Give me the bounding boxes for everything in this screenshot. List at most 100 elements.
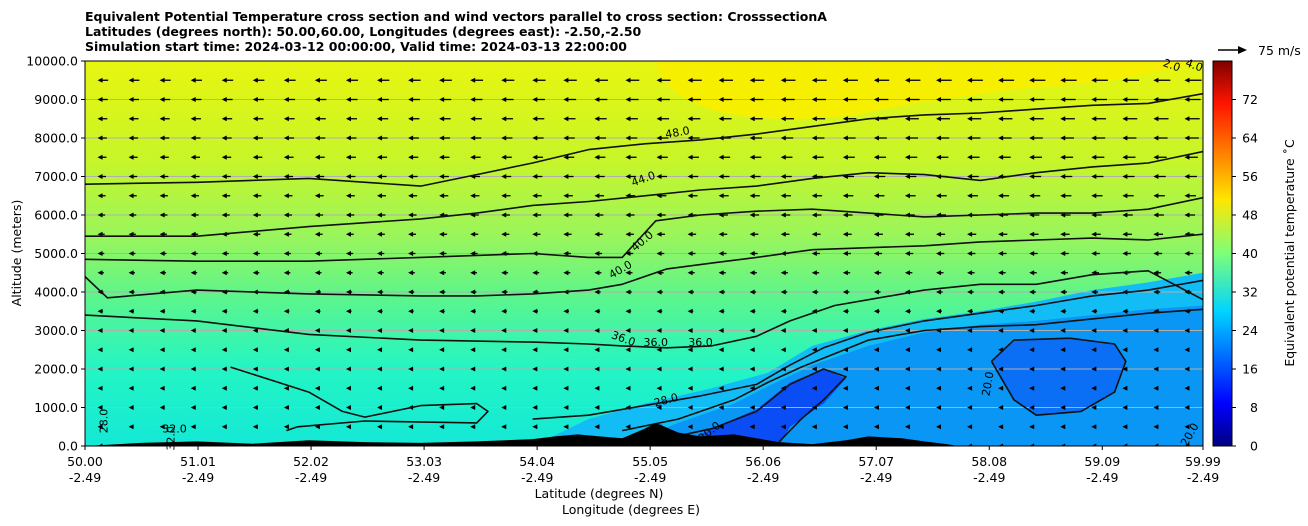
wind-vector [345, 328, 351, 333]
wind-vector [873, 405, 879, 410]
wind-vector [252, 270, 260, 276]
colorbar-tick-label: 56 [1242, 169, 1258, 184]
wind-vector [842, 193, 854, 199]
wind-vector [377, 308, 383, 314]
wind-vector [377, 193, 386, 199]
wind-vector [439, 328, 445, 333]
wind-vector [594, 174, 605, 179]
wind-vector [159, 366, 165, 372]
wind-vector [190, 385, 196, 391]
wind-vector [625, 385, 631, 391]
wind-vector [345, 289, 353, 295]
wind-vector [1184, 135, 1199, 141]
wind-vector [967, 251, 976, 256]
wind-vector [1184, 154, 1198, 160]
wind-vector [780, 154, 793, 160]
wind-vector [252, 308, 259, 314]
wind-vector [283, 366, 289, 372]
colorbar-scale [1212, 60, 1233, 447]
colorbar-tick-label: 0 [1250, 439, 1258, 454]
wind-vector [718, 174, 730, 179]
wind-vector [470, 308, 476, 314]
wind-vector [563, 174, 574, 179]
wind-vector [811, 289, 819, 295]
wind-vector [563, 308, 570, 314]
wind-vector [252, 405, 258, 410]
wind-vector [1122, 212, 1133, 218]
wind-vector [345, 154, 356, 160]
wind-vector [283, 347, 289, 353]
wind-vector [625, 77, 640, 83]
wind-vector [128, 154, 138, 160]
wind-vector [1153, 251, 1163, 256]
wind-vector [408, 193, 418, 199]
x-axis-label-lon: Longitude (degrees E) [562, 502, 700, 517]
wind-vector [780, 347, 786, 353]
wind-vector [718, 116, 732, 122]
wind-vector [532, 116, 545, 122]
wind-vector [97, 308, 103, 314]
wind-vector [687, 347, 693, 353]
wind-vector [283, 231, 292, 237]
wind-vector [252, 366, 258, 372]
wind-vector [1091, 385, 1097, 391]
wind-vector [967, 289, 974, 295]
wind-vector [904, 308, 911, 314]
wind-vector [532, 424, 538, 430]
wind-vector [314, 289, 321, 295]
wind-vector [873, 347, 879, 353]
wind-vector [594, 308, 601, 314]
wind-vector [97, 77, 109, 83]
wind-vector [842, 135, 856, 141]
wind-vector [594, 289, 601, 295]
wind-vector [501, 366, 507, 372]
wind-vector [1091, 174, 1104, 179]
wind-vector [408, 385, 414, 391]
contour-line [990, 337, 1127, 416]
wind-vector [967, 116, 982, 122]
wind-vector [1184, 385, 1190, 391]
wind-vector [377, 405, 383, 410]
wind-vector [408, 424, 414, 430]
wind-vector [656, 174, 668, 179]
x-tick-lon: -2.49 [521, 470, 553, 485]
wind-vector [1122, 154, 1136, 160]
wind-vector [967, 328, 973, 333]
wind-vector [936, 97, 951, 102]
wind-vector [625, 366, 631, 372]
wind-vector [594, 385, 600, 391]
wind-vector [904, 366, 910, 372]
wind-vector [501, 289, 508, 295]
wind-vector [128, 270, 135, 276]
wind-vector [594, 97, 608, 102]
wind-vector [780, 77, 796, 83]
wind-vector [532, 174, 543, 179]
wind-vector [873, 289, 881, 295]
colorbar-tick-label: 8 [1250, 400, 1258, 415]
wind-vector [563, 347, 569, 353]
wind-vector [377, 385, 383, 391]
wind-vector [998, 251, 1007, 256]
wind-vector [221, 174, 231, 179]
x-axis-label-lat: Latitude (degrees N) [535, 486, 664, 501]
wind-vector [780, 193, 791, 199]
wind-vector [625, 116, 638, 122]
wind-vector [998, 443, 1004, 446]
wind-vector [221, 97, 233, 102]
wind-vector [97, 135, 107, 141]
wind-vector [1029, 270, 1037, 276]
wind-vector [377, 154, 388, 160]
y-tick-label: 1000.0 [34, 400, 78, 415]
wind-vector [439, 135, 451, 141]
wind-vector [811, 270, 820, 276]
wind-vector [873, 251, 883, 256]
wind-vector [904, 231, 914, 237]
wind-vector [190, 366, 196, 372]
wind-vector [128, 366, 134, 372]
wind-vector [936, 347, 942, 353]
wind-vector [159, 174, 169, 179]
wind-vector [1184, 366, 1190, 372]
wind-vector [221, 154, 232, 160]
wind-vector [1184, 347, 1190, 353]
wind-vector [221, 193, 231, 199]
